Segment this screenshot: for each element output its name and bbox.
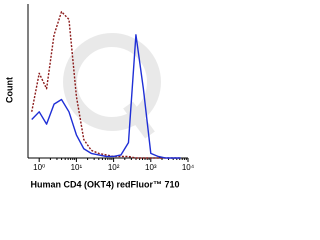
x-tick-label: 10²	[108, 163, 120, 172]
x-tick-label: 10¹	[71, 163, 83, 172]
watermark	[63, 33, 161, 139]
chart: Human CD4 (OKT4) redFluor™ 710 Count 10⁰…	[4, 4, 195, 189]
x-tick-label: 10³	[145, 163, 157, 172]
x-axis-title: Human CD4 (OKT4) redFluor™ 710	[30, 179, 179, 189]
series-line	[31, 11, 181, 159]
y-axis-title: Count	[4, 77, 14, 103]
x-tick-label: 10⁴	[182, 163, 195, 172]
series-line	[31, 34, 181, 159]
x-tick-label: 10⁰	[33, 163, 45, 172]
